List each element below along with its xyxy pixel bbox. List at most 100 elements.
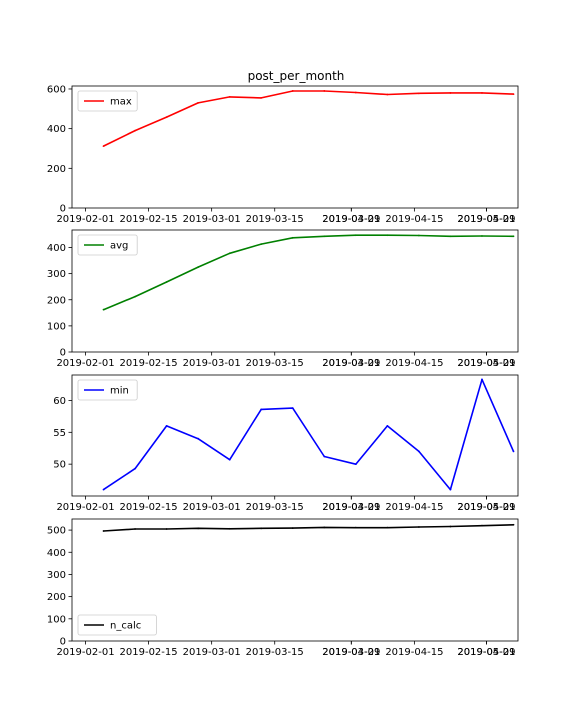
panel-4-data-point — [323, 526, 326, 529]
panel-2-xtick-label: 2019-04-29 — [457, 358, 515, 369]
panel-1-xtick-label: 2019-05-01 — [457, 214, 515, 225]
panel-1-series-max — [103, 90, 514, 147]
panel-4-data-point — [481, 524, 483, 527]
panel-2-xtick-label: 2019-03-01 — [183, 358, 241, 369]
panel-2-xtick-label: 2019-04-15 — [385, 358, 443, 369]
panel-1-data-point — [354, 91, 357, 94]
panel-2-data-point — [165, 281, 168, 283]
panel-1-xtick-label: 2019-04-29 — [457, 214, 515, 225]
panel-4-ytick-label: 500 — [47, 526, 66, 537]
panel-1-ytick-label: 200 — [47, 164, 66, 175]
panel-4-legend-box — [77, 614, 157, 636]
panel-4-xtick-label: 2019-04-01 — [322, 647, 380, 658]
panel-3-ytick-label: 50 — [53, 460, 66, 471]
panel-1-legend-box — [77, 90, 138, 112]
panel-3-data-point — [165, 425, 168, 427]
panel-3-data-point — [323, 455, 326, 458]
panel-3-xtick-label: 2019-02-01 — [56, 502, 114, 513]
panel-3-xtick-label: 2019-03-29 — [322, 502, 380, 513]
panel-2: 0 100 200 300 400 2019-02-01 2019-02-15 2019-03… — [47, 229, 519, 369]
panel-2-ytick-label: 200 — [47, 295, 66, 306]
panel-4-xtick-label: 2019-05-01 — [457, 647, 515, 658]
panel-4-series-n_calc — [103, 524, 514, 532]
panel-3-data-point — [481, 378, 483, 381]
panel-2-xtick-label: 2019-02-01 — [56, 358, 114, 369]
panel-1-ytick-label: 400 — [47, 124, 66, 135]
panel-1-frame — [71, 85, 519, 209]
panel-4-ytick-label: 400 — [47, 548, 66, 559]
panel-1-ytick-label: 600 — [47, 84, 66, 95]
panel-4-data-point — [449, 525, 452, 528]
panel-1-data-point — [386, 93, 389, 96]
panel-1-xtick-label: 2019-02-15 — [120, 214, 178, 225]
panel-4-legend-label: n_calc — [110, 621, 141, 632]
panel-2-data-point — [417, 234, 420, 237]
panel-1-data-point — [228, 96, 231, 98]
panel-3-data-point — [291, 407, 294, 410]
panel-4-xtick-label: 2019-03-01 — [183, 647, 241, 658]
panel-3-data-point — [449, 488, 452, 491]
panel-1: 0 200 400 600 2019-02-01 2019-02-15 2019-03-01… — [47, 84, 519, 225]
panel-3-xtick-label: 2019-03-01 — [183, 502, 241, 513]
panel-2-xtick-label: 2019-04-01 — [322, 358, 380, 369]
panel-1-xtick-label: 2019-04-01 — [322, 214, 380, 225]
panel-2-data-point — [134, 295, 136, 298]
panel-4-legend: n_calc — [77, 614, 157, 636]
panel-2-series-avg — [103, 234, 514, 311]
panel-2-legend: avg — [77, 234, 138, 256]
panel-1-data-point — [102, 145, 105, 148]
panel-4-ytick-label: 0 — [60, 637, 66, 648]
panel-1-xtick-label: 2019-03-01 — [183, 214, 241, 225]
panel-2-data-point — [354, 234, 357, 237]
panel-3-xtick-label: 2019-02-15 — [120, 502, 178, 513]
panel-2-legend-label: avg — [110, 241, 128, 252]
panel-1-data-point — [291, 90, 294, 92]
panel-3-ytick-label: 60 — [53, 396, 66, 407]
panel-3-ytick-label: 55 — [53, 428, 66, 439]
panel-4-data-point — [197, 527, 200, 530]
panel-3-data-point — [512, 450, 515, 453]
panel-2-data-point — [386, 234, 389, 237]
panel-3-legend: min — [77, 379, 138, 401]
panel-4-data-point — [354, 526, 357, 529]
panel-2-legend-box — [77, 234, 138, 256]
panel-1-data-point — [134, 129, 136, 132]
panel-2-ytick-label: 300 — [47, 269, 66, 280]
panel-1-ytick-label: 0 — [60, 204, 66, 215]
panel-3-data-point — [228, 458, 231, 461]
panel-4-xtick-label: 2019-04-29 — [457, 647, 515, 658]
panel-2-ytick-label: 400 — [47, 243, 66, 254]
panel-3-xtick-label: 2019-04-15 — [385, 502, 443, 513]
panel-2-ytick-label: 100 — [47, 321, 66, 332]
panel-4-xtick-label: 2019-02-01 — [56, 647, 114, 658]
panel-4-data-point — [260, 527, 263, 530]
panel-3-data-point — [197, 437, 200, 440]
panel-4-data-point — [134, 528, 136, 530]
panel-3-data-point — [354, 463, 357, 466]
panel-4-xtick-label: 2019-03-29 — [322, 647, 380, 658]
panel-3-xtick-label: 2019-04-01 — [322, 502, 380, 513]
panel-3-legend-box — [77, 379, 138, 401]
panel-2-data-point — [481, 235, 483, 237]
panel-2-xtick-label: 2019-05-01 — [457, 358, 515, 369]
panel-4-ytick-label: 100 — [47, 614, 66, 625]
panel-3: 50 55 60 2019-02-01 2019-02-15 2019-03-01 2019… — [53, 374, 519, 513]
panel-3-legend-label: min — [110, 386, 129, 397]
panel-1-data-point — [449, 92, 452, 94]
panel-4-data-point — [512, 523, 515, 526]
panel-2-data-point — [323, 235, 326, 238]
panel-1-xtick-label: 2019-02-01 — [56, 214, 114, 225]
panel-1-legend: max — [77, 90, 138, 112]
panel-4-xtick-label: 2019-03-15 — [246, 647, 304, 658]
panel-2-xtick-label: 2019-03-15 — [246, 358, 304, 369]
panel-2-data-point — [291, 236, 294, 239]
panel-1-data-point — [165, 116, 168, 119]
panel-3-data-point — [260, 408, 263, 411]
panel-3-frame — [71, 374, 519, 497]
panel-1-data-point — [197, 101, 200, 104]
panel-4-ytick-label: 200 — [47, 592, 66, 603]
panel-4-data-point — [165, 528, 168, 530]
panel-2-xtick-label: 2019-02-15 — [120, 358, 178, 369]
